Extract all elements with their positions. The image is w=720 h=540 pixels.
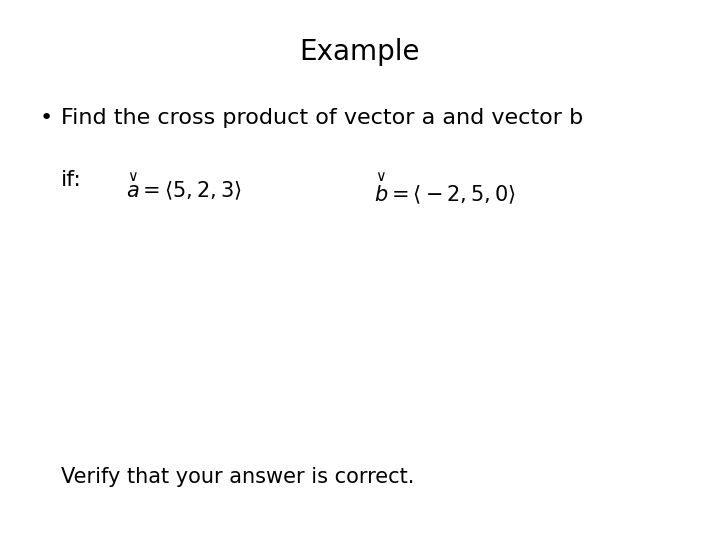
Text: Verify that your answer is correct.: Verify that your answer is correct. xyxy=(61,467,415,487)
Text: $\overset{\vee}{b} = \langle -2,5,0 \rangle$: $\overset{\vee}{b} = \langle -2,5,0 \ran… xyxy=(374,170,516,206)
Text: Find the cross product of vector a and vector b: Find the cross product of vector a and v… xyxy=(61,108,583,128)
Text: $\overset{\vee}{a} = \langle 5,2,3 \rangle$: $\overset{\vee}{a} = \langle 5,2,3 \rang… xyxy=(126,170,242,201)
Text: if:: if: xyxy=(61,170,82,190)
Text: •: • xyxy=(40,108,53,128)
Text: Example: Example xyxy=(300,38,420,66)
